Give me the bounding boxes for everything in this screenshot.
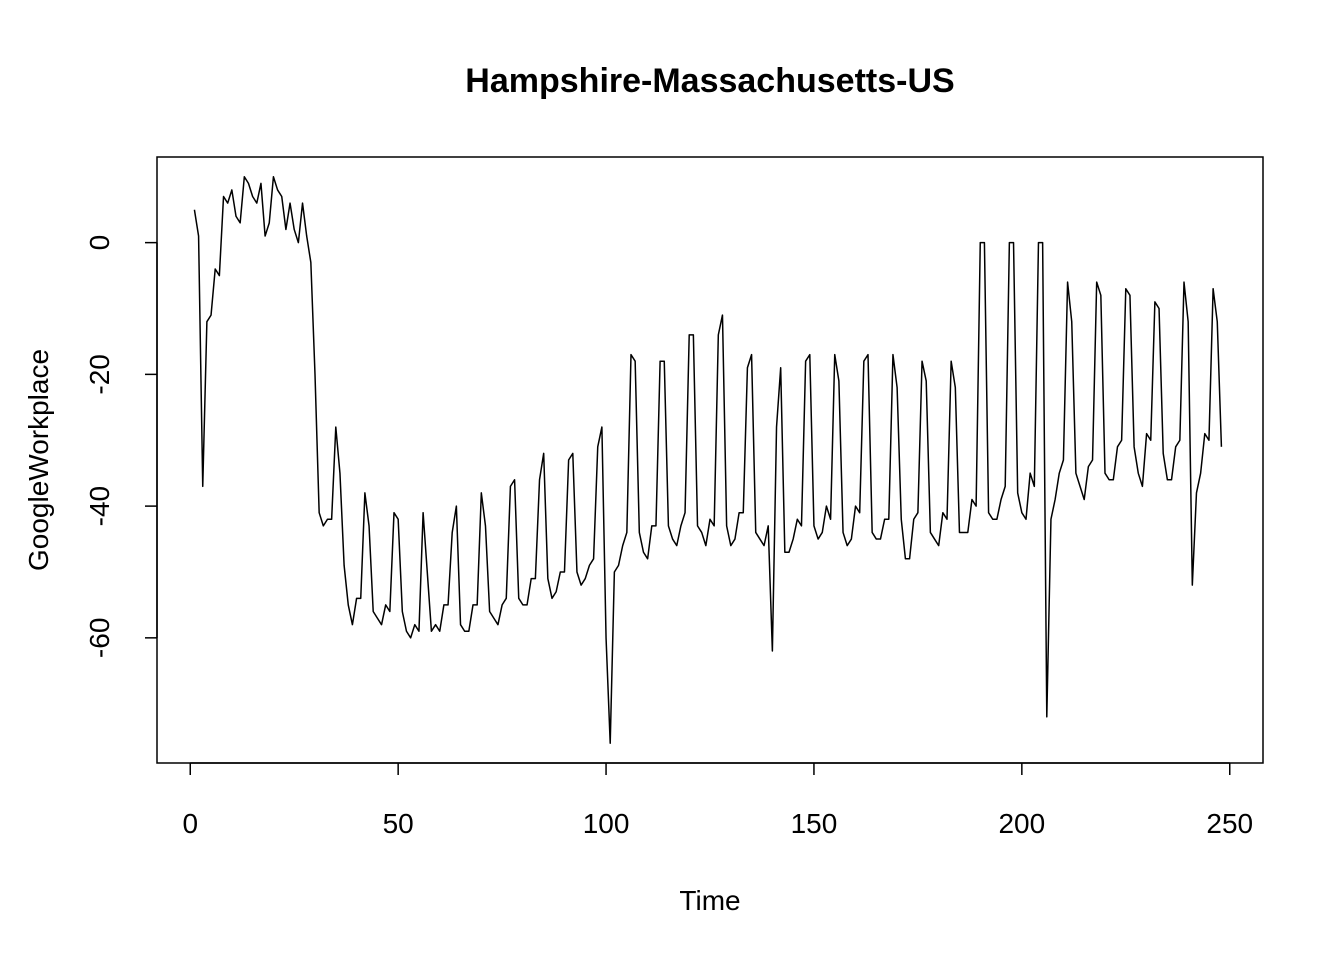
x-tick-label: 200: [998, 808, 1045, 839]
x-tick-label: 150: [791, 808, 838, 839]
plot-frame: [156, 156, 1264, 764]
x-axis: 0 50 100 150 200 250: [182, 762, 1253, 839]
x-axis-label: Time: [679, 885, 740, 916]
y-axis: -60 -40 -20 0: [84, 235, 158, 658]
series-line: [193, 176, 1223, 744]
chart-title: Hampshire-Massachusetts-US: [465, 62, 954, 100]
x-tick-label: 50: [383, 808, 414, 839]
y-tick-label: -20: [84, 354, 115, 394]
x-tick-label: 250: [1206, 808, 1253, 839]
y-tick-label: 0: [84, 235, 115, 251]
x-tick-label: 0: [182, 808, 198, 839]
y-axis-label: GoogleWorkplace: [23, 349, 54, 571]
y-tick-label: -60: [84, 618, 115, 658]
x-tick-label: 100: [583, 808, 630, 839]
y-tick-label: -40: [84, 486, 115, 526]
